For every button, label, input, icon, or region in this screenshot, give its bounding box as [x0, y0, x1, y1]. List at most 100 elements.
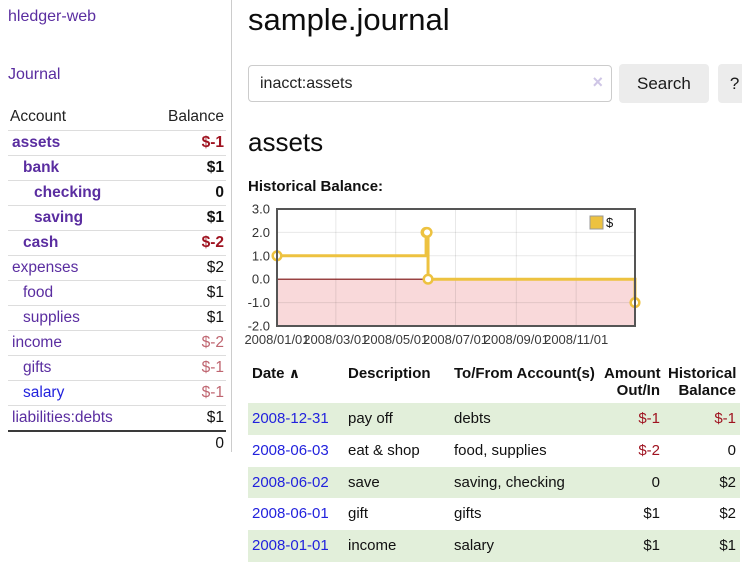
account-balance: $-1 [201, 134, 224, 151]
transaction-amount: $1 [643, 505, 660, 523]
sidebar-account-row: income $-2 [8, 330, 226, 355]
table-row: 2008-06-01 gift gifts $1 $2 [248, 498, 740, 530]
account-link-checking[interactable]: checking [34, 184, 102, 201]
sidebar: hledger-web Journal Account Balance asse… [0, 0, 232, 452]
search-box: × [248, 65, 612, 102]
sidebar-account-row: salary $-1 [8, 380, 226, 405]
transaction-date-link[interactable]: 2008-01-01 [252, 537, 329, 554]
account-balance: $2 [206, 259, 224, 276]
transaction-accounts: food, supplies [454, 441, 547, 459]
svg-text:2008/03/01: 2008/03/01 [303, 332, 368, 347]
account-balance: $1 [206, 309, 224, 326]
transaction-amount: 0 [651, 473, 660, 491]
svg-text:2008/07/01: 2008/07/01 [423, 332, 488, 347]
account-link-supplies[interactable]: supplies [23, 309, 80, 326]
account-balance: $1 [206, 159, 224, 176]
transaction-amount: $-2 [638, 441, 660, 459]
sort-ascending-icon: ∧ [288, 365, 301, 381]
table-row: 2008-01-01 income salary $1 $1 [248, 530, 740, 562]
account-link-assets[interactable]: assets [12, 134, 61, 151]
svg-text:2.0: 2.0 [252, 225, 270, 240]
account-balance: $1 [206, 284, 224, 301]
account-balance: $-2 [201, 334, 224, 351]
total-balance: 0 [215, 435, 224, 452]
transaction-date-link[interactable]: 2008-12-31 [252, 410, 329, 427]
sidebar-account-row: checking 0 [8, 180, 226, 205]
svg-text:1.0: 1.0 [252, 248, 270, 263]
table-row: 2008-06-03 eat & shop food, supplies $-2 0 [248, 435, 740, 467]
account-link-cash[interactable]: cash [23, 234, 59, 251]
svg-text:-2.0: -2.0 [248, 319, 270, 334]
register-table: Date ∧ Description To/From Account(s) Am… [248, 363, 740, 562]
accounts-list: assets $-1 bank $1 checking 0 saving $1 cash $-2 e… [8, 130, 226, 430]
account-balance: 0 [215, 184, 224, 201]
transaction-description: save [348, 473, 380, 491]
table-row: 2008-06-02 save saving, checking 0 $2 [248, 466, 740, 499]
account-link-saving[interactable]: saving [34, 209, 84, 226]
account-balance: $-2 [201, 234, 224, 251]
transaction-description: gift [348, 505, 369, 523]
svg-text:2008/11/01: 2008/11/01 [544, 332, 608, 347]
transaction-description: income [348, 537, 397, 554]
sidebar-item-journal[interactable]: Journal [8, 66, 61, 83]
sidebar-account-row: gifts $-1 [8, 355, 226, 380]
account-column-header: Account [10, 108, 67, 125]
account-link-income[interactable]: income [12, 334, 62, 351]
accounts-total-row: 0 [8, 430, 226, 456]
account-balance: $1 [206, 209, 224, 226]
transaction-balance: $2 [719, 505, 736, 523]
account-link-bank[interactable]: bank [23, 159, 60, 176]
transaction-amount: $1 [643, 537, 660, 554]
help-button[interactable]: ? [717, 64, 742, 103]
page-title: sample.journal [248, 2, 450, 37]
account-link-salary[interactable]: salary [23, 384, 65, 401]
account-link-expenses[interactable]: expenses [12, 259, 79, 276]
transaction-accounts: saving, checking [454, 473, 565, 491]
svg-text:$: $ [606, 215, 614, 230]
transaction-accounts: salary [454, 537, 495, 554]
account-link-gifts[interactable]: gifts [23, 359, 52, 376]
transaction-date-link[interactable]: 2008-06-01 [252, 505, 329, 523]
search-input[interactable] [248, 65, 612, 102]
sidebar-account-row: cash $-2 [8, 230, 226, 255]
account-balance: $-1 [201, 359, 224, 376]
svg-text:3.0: 3.0 [252, 202, 270, 217]
transaction-balance: 0 [727, 441, 736, 459]
sidebar-account-row: bank $1 [8, 155, 226, 180]
account-link-food[interactable]: food [23, 284, 54, 301]
search-button[interactable]: Search [619, 64, 709, 103]
column-header-date[interactable]: Date ∧ [252, 365, 301, 382]
app-title-link[interactable]: hledger-web [8, 8, 97, 25]
register-header-row: Date ∧ Description To/From Account(s) Am… [248, 363, 740, 403]
transaction-amount: $-1 [638, 410, 660, 427]
transaction-balance: $1 [719, 537, 736, 554]
search-bar: × Search ? [248, 64, 742, 103]
sidebar-account-row: liabilities:debts $1 [8, 405, 226, 430]
balance-column-header: Balance [167, 108, 224, 125]
column-header-amount: Amount Out/In [604, 365, 661, 399]
svg-text:2008/09/01: 2008/09/01 [484, 332, 549, 347]
account-heading: assets [248, 127, 324, 157]
transaction-date-link[interactable]: 2008-06-03 [252, 441, 329, 459]
transaction-date-link[interactable]: 2008-06-02 [252, 473, 329, 491]
main-content: sample.journal × Search ? assets Histori… [232, 0, 742, 582]
transaction-accounts: gifts [454, 505, 482, 523]
svg-text:2008/01/01: 2008/01/01 [244, 332, 309, 347]
account-link-liabilities:debts[interactable]: liabilities:debts [12, 409, 113, 426]
transaction-balance: $2 [719, 473, 736, 491]
historical-balance-chart: 3.0 2.0 1.0 0.0 -1.0 -2.0 2008/01/01 2008/03/01… [238, 199, 726, 351]
sidebar-account-row: supplies $1 [8, 305, 226, 330]
table-row: 2008-12-31 pay off debts $-1 $-1 [248, 403, 740, 435]
clear-search-icon[interactable]: × [592, 72, 603, 92]
transaction-description: eat & shop [348, 441, 420, 459]
account-balance: $1 [206, 409, 224, 426]
sidebar-account-row: saving $1 [8, 205, 226, 230]
transaction-description: pay off [348, 410, 393, 427]
chart-canvas: 3.0 2.0 1.0 0.0 -1.0 -2.02008/01/012008/03/01… [244, 202, 641, 347]
svg-text:-1.0: -1.0 [248, 295, 270, 310]
sidebar-account-row: expenses $2 [8, 255, 226, 280]
sidebar-account-row: assets $-1 [8, 130, 226, 155]
svg-text:2008/05/01: 2008/05/01 [363, 332, 428, 347]
column-header-accounts: To/From Account(s) [454, 365, 595, 382]
account-balance: $-1 [201, 384, 224, 401]
